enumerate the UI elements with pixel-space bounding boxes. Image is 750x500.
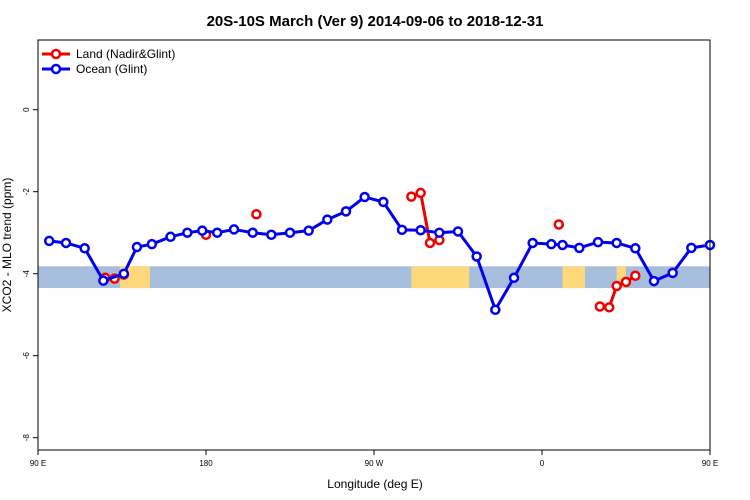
y-tick-label: -6 — [22, 352, 31, 360]
data-point — [79, 243, 90, 254]
ocean-band — [38, 266, 710, 289]
data-point — [594, 301, 606, 312]
data-point — [406, 191, 417, 202]
data-point — [98, 275, 109, 286]
data-point — [228, 224, 240, 235]
data-point — [211, 227, 223, 238]
y-axis: 0 -2 -4 -6 -8 — [22, 107, 38, 441]
data-point — [247, 227, 258, 238]
data-point — [603, 302, 615, 313]
data-point — [303, 225, 314, 236]
y-tick-label: -2 — [22, 188, 31, 196]
data-point — [611, 237, 622, 249]
series-0 — [99, 187, 641, 313]
y-tick-label: -4 — [22, 270, 31, 278]
series-line — [49, 195, 711, 312]
map-band — [38, 266, 710, 289]
series-1 — [43, 191, 716, 316]
data-point — [546, 238, 557, 250]
land-band — [616, 266, 626, 289]
data-point — [415, 187, 426, 199]
data-point — [527, 237, 538, 249]
data-point — [359, 191, 370, 203]
data-point — [592, 236, 604, 248]
data-point — [284, 227, 296, 238]
data-point — [322, 214, 333, 225]
legend-marker — [50, 48, 62, 60]
legend-label: Ocean (Glint) — [76, 62, 147, 76]
data-point — [611, 280, 622, 292]
data-point — [165, 231, 176, 243]
data-point — [60, 237, 72, 249]
legend-marker — [50, 63, 62, 75]
land-band — [562, 266, 585, 289]
data-point — [471, 251, 482, 262]
data-point — [396, 224, 408, 236]
data-point — [131, 241, 143, 253]
data-point — [424, 237, 436, 249]
x-axis-label: Longitude (deg E) — [327, 477, 422, 491]
x-tick-label: 90 E — [30, 459, 46, 468]
data-point — [43, 235, 55, 247]
data-point — [146, 238, 158, 250]
data-point — [630, 243, 641, 254]
data-point — [378, 196, 389, 208]
y-axis-label: XCO2 - MLO trend (ppm) — [0, 178, 14, 313]
data-point — [557, 239, 568, 251]
y-tick-label: -8 — [22, 434, 31, 442]
data-point — [648, 275, 660, 287]
data-point — [266, 229, 277, 240]
data-point — [553, 219, 565, 230]
y-tick-label: 0 — [22, 107, 31, 112]
legend-label: Land (Nadir&Glint) — [76, 47, 175, 61]
x-tick-label: 0 — [540, 459, 545, 468]
x-tick-label: 180 — [199, 459, 213, 468]
data-point — [118, 268, 130, 279]
chart-title: 20S-10S March (Ver 9) 2014-09-06 to 2018… — [207, 13, 544, 30]
data-point — [251, 209, 262, 220]
data-point — [508, 272, 520, 284]
legend: Land (Nadir&Glint)Ocean (Glint) — [42, 47, 175, 76]
x-tick-label: 90 W — [365, 459, 384, 468]
data-point — [182, 227, 193, 238]
data-point — [415, 224, 426, 236]
data-point — [667, 267, 678, 279]
land-band — [411, 266, 470, 289]
data-point — [197, 225, 208, 236]
data-point — [340, 206, 352, 217]
data-point — [574, 242, 585, 254]
data-point — [686, 242, 697, 254]
data-point — [490, 304, 501, 316]
x-tick-label: 90 E — [702, 459, 718, 468]
data-point — [620, 276, 632, 288]
x-axis: 90 E 180 90 W 0 90 E — [30, 450, 718, 468]
data-point — [434, 227, 445, 238]
data-point — [452, 226, 464, 237]
series-layer — [43, 187, 716, 316]
data-point — [630, 270, 641, 281]
